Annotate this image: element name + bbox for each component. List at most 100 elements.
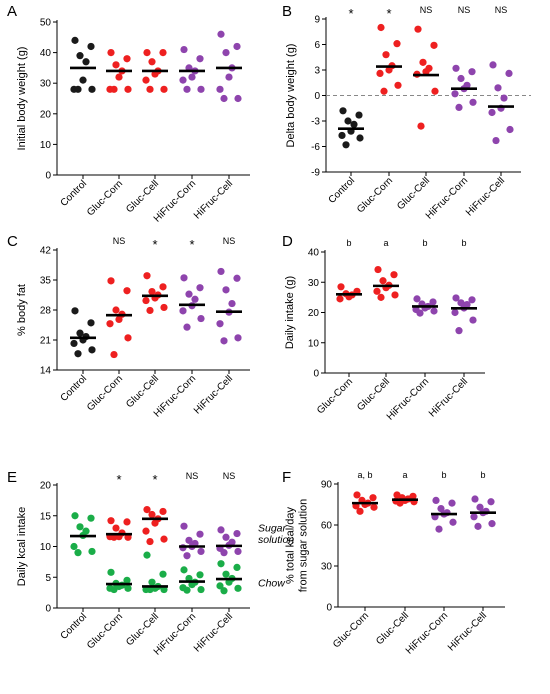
data-point (476, 503, 484, 511)
data-point (115, 73, 123, 81)
data-point (74, 549, 82, 557)
data-point (106, 320, 114, 328)
data-point (382, 51, 390, 59)
data-point (455, 327, 463, 335)
data-point (377, 23, 385, 32)
data-point (148, 510, 156, 519)
x-tick-label: Gluc-Corn (315, 376, 355, 416)
data-point (216, 85, 224, 93)
significance-label: b (480, 470, 485, 480)
data-point (373, 287, 381, 295)
significance-label: NS (113, 236, 126, 246)
data-point (233, 563, 241, 572)
x-tick-label: Gluc-Corn (355, 175, 395, 215)
data-point (356, 134, 364, 142)
data-point (183, 552, 191, 560)
x-tick-label: Gluc-Corn (85, 373, 125, 413)
x-tick-label: HiFruc-Corn (404, 610, 450, 656)
data-point (123, 287, 131, 295)
x-tick-label: Gluc-Corn (331, 610, 371, 650)
data-point (159, 570, 167, 578)
data-point (71, 36, 79, 44)
y-axis-label-line: Daily intake (g) (284, 276, 296, 349)
data-point (123, 576, 131, 584)
data-point (197, 85, 205, 93)
y-axis-label: % total kcal/dayfrom sugar solution (285, 499, 310, 593)
y-tick-label: 0 (313, 369, 319, 380)
data-point (432, 496, 440, 504)
x-tick-label: Gluc-Cell (124, 611, 161, 648)
data-point (370, 503, 378, 511)
data-point (471, 495, 479, 503)
data-point (185, 536, 193, 544)
data-point (107, 49, 115, 57)
y-axis-label: Delta body weight (g) (285, 44, 297, 148)
x-tick-label: Gluc-Corn (85, 611, 125, 651)
x-tick-label: HiFruc-Cell (192, 373, 235, 416)
data-point (505, 69, 513, 77)
significance-label: NS (420, 5, 433, 15)
data-point (355, 111, 363, 119)
y-axis-label-line: Daily kcal intake (16, 507, 28, 586)
data-point (70, 339, 78, 348)
data-point (449, 518, 457, 526)
data-point (385, 66, 393, 74)
significance-label: NS (458, 5, 471, 15)
y-tick-label: 0 (314, 91, 320, 102)
data-point (196, 571, 204, 579)
y-tick-label: 0 (45, 171, 51, 182)
data-point (88, 85, 96, 93)
significance-label: NS (223, 236, 236, 246)
data-point (220, 94, 228, 103)
data-point (107, 568, 115, 576)
data-point (146, 85, 154, 93)
data-point (146, 537, 154, 546)
data-point (107, 277, 115, 285)
data-point (197, 314, 205, 323)
panel-label: A (7, 3, 17, 20)
data-point (196, 530, 204, 538)
data-point (216, 582, 224, 590)
data-point (74, 85, 82, 93)
data-point (455, 103, 463, 111)
data-point (448, 499, 456, 507)
y-tick-label: 20 (40, 109, 52, 120)
data-point (469, 98, 477, 106)
data-point (220, 337, 228, 345)
y-tick-label: 30 (321, 562, 333, 573)
data-point (196, 284, 204, 292)
y-tick-label: -9 (311, 168, 320, 179)
data-point (123, 518, 131, 526)
data-point (107, 517, 115, 525)
significance-label: * (386, 6, 391, 21)
data-point (222, 570, 230, 578)
data-point (180, 566, 188, 574)
significance-label: b (441, 470, 446, 480)
data-point (489, 61, 497, 69)
data-point (87, 319, 95, 327)
data-point (148, 58, 156, 66)
data-point (469, 316, 477, 324)
data-point (88, 346, 96, 354)
data-point (344, 117, 352, 125)
x-tick-label: Control (59, 611, 90, 642)
data-point (222, 533, 230, 541)
data-point (220, 587, 228, 595)
data-point (353, 491, 361, 499)
data-point (342, 141, 350, 149)
side-label: Chow (258, 577, 286, 589)
data-point (79, 76, 87, 84)
y-axis-label: Daily kcal intake (16, 507, 28, 586)
data-point (228, 299, 236, 308)
data-point (376, 69, 384, 77)
y-tick-label: 15 (40, 511, 52, 522)
y-tick-label: 3 (314, 66, 320, 77)
y-tick-label: 10 (308, 338, 320, 349)
data-point (492, 136, 500, 145)
data-point (112, 61, 120, 69)
data-point (394, 81, 402, 89)
data-point (124, 584, 132, 592)
data-point (390, 271, 398, 279)
side-label: solution (258, 534, 294, 546)
